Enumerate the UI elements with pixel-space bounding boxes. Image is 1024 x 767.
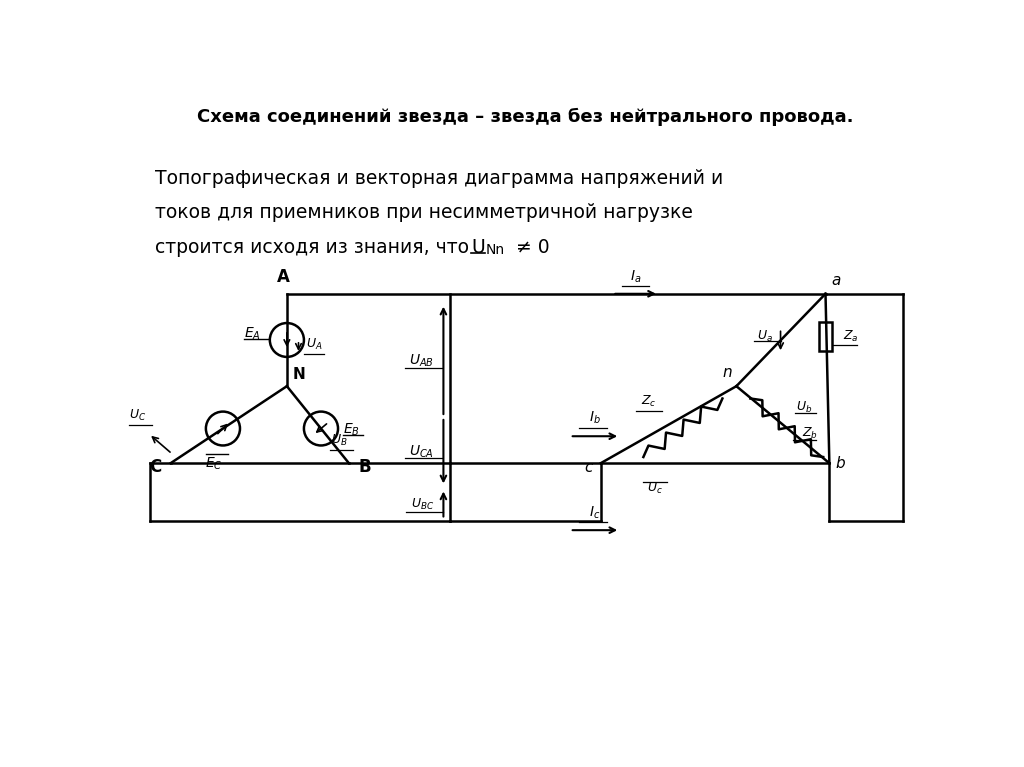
Text: C: C — [150, 458, 162, 476]
Text: Топографическая и векторная диаграмма напряжений и: Топографическая и векторная диаграмма на… — [155, 169, 723, 188]
Text: $Z_b$: $Z_b$ — [802, 426, 818, 442]
Bar — [819, 321, 831, 351]
Text: U: U — [471, 238, 485, 257]
Text: $U_{BC}$: $U_{BC}$ — [411, 496, 434, 512]
Text: B: B — [358, 458, 371, 476]
Text: $E_C$: $E_C$ — [205, 456, 222, 472]
Text: $U_B$: $U_B$ — [332, 433, 348, 448]
Text: $I_c$: $I_c$ — [589, 505, 600, 521]
Text: $I_b$: $I_b$ — [589, 410, 600, 426]
Text: b: b — [836, 456, 845, 471]
Text: $Z_a$: $Z_a$ — [843, 328, 858, 344]
Text: $U_{CA}$: $U_{CA}$ — [410, 443, 434, 460]
Text: Nn: Nn — [485, 242, 505, 256]
Text: ≠ 0: ≠ 0 — [510, 238, 550, 257]
Text: $I_a$: $I_a$ — [630, 268, 641, 285]
Text: n: n — [723, 365, 732, 380]
Text: N: N — [293, 367, 306, 382]
Text: $U_A$: $U_A$ — [306, 337, 323, 352]
Text: $E_A$: $E_A$ — [245, 326, 261, 342]
Text: a: a — [830, 272, 841, 288]
Text: $U_{AB}$: $U_{AB}$ — [410, 353, 434, 369]
Text: c: c — [585, 459, 593, 475]
Text: $E_B$: $E_B$ — [343, 422, 359, 438]
Text: $U_c$: $U_c$ — [647, 481, 663, 496]
Text: $U_C$: $U_C$ — [129, 408, 146, 423]
Text: $U_a$: $U_a$ — [757, 328, 773, 344]
Text: Схема соединений звезда – звезда без нейтрального провода.: Схема соединений звезда – звезда без ней… — [197, 107, 853, 126]
Text: $Z_c$: $Z_c$ — [641, 394, 657, 410]
Text: $U_b$: $U_b$ — [796, 400, 812, 414]
Text: токов для приемников при несимметричной нагрузке: токов для приемников при несимметричной … — [155, 203, 693, 222]
Text: строится исходя из знания, что: строится исходя из знания, что — [155, 238, 475, 257]
Text: A: A — [276, 268, 290, 286]
